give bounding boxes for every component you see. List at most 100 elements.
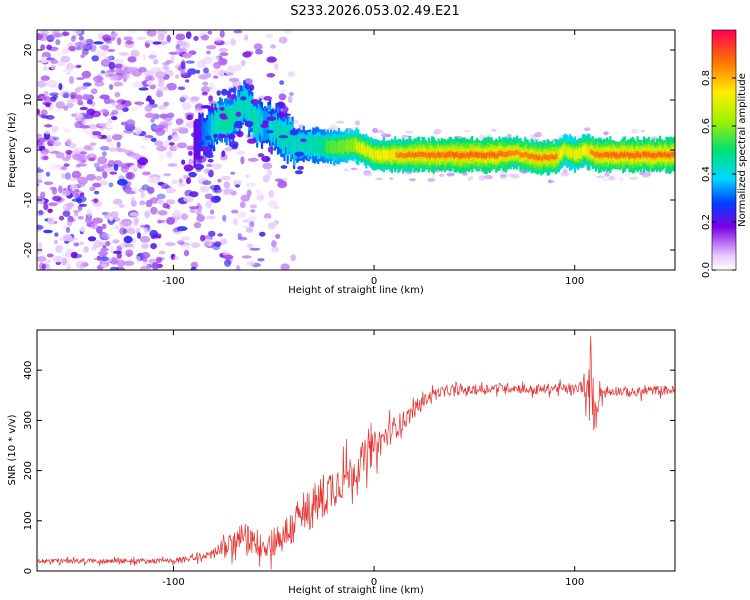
spectrogram-cell <box>172 134 180 142</box>
spectrogram-ridge-cell <box>395 152 398 158</box>
spectrogram-cell <box>112 217 121 222</box>
spectrogram-ridge-cell <box>630 152 633 158</box>
spectrogram-ridge-cell <box>482 153 485 158</box>
spectrogram-ridge-cell <box>299 135 302 155</box>
spectrogram-cell <box>143 181 150 186</box>
spectrogram-cell <box>439 173 444 177</box>
spectrogram-cell <box>37 198 45 204</box>
spectrogram-ridge-cell <box>618 153 622 159</box>
snr-ytick-label: 200 <box>23 461 34 480</box>
spectrogram-cell <box>216 189 221 194</box>
spectrogram-ridge-cell <box>421 152 424 158</box>
spectrogram-ridge-cell <box>458 153 461 159</box>
spectrogram-ridge-cell <box>463 152 466 158</box>
spectrogram-cell <box>153 59 159 65</box>
spectrogram-cell <box>289 92 294 96</box>
spectrogram-cell <box>135 255 141 263</box>
spectrogram-ridge-cell <box>384 150 387 160</box>
spectrogram-cell <box>244 120 254 128</box>
spectrogram-cell <box>139 200 146 206</box>
spectrogram-ridge-cell <box>342 140 345 155</box>
spectrogram-cell <box>91 135 102 139</box>
spectrogram-ridge-cell <box>453 153 456 159</box>
spectrogram-ridge-cell <box>665 152 668 158</box>
spectrogram-ridge-cell <box>654 153 657 159</box>
spectrogram-cell <box>163 101 170 107</box>
spectrogram-cell <box>156 30 168 36</box>
spectrogram-cell <box>631 128 640 134</box>
spectrogram-ridge-cell <box>294 137 297 155</box>
spectrogram-cell <box>234 124 243 129</box>
spectrogram-cell <box>74 121 83 129</box>
spectrogram-cell <box>265 158 270 162</box>
spectrogram-cell <box>76 86 88 90</box>
spectrogram-cell <box>550 180 555 183</box>
spectrogram-cell <box>168 142 175 146</box>
spectrogram-cell <box>150 137 157 142</box>
spectrogram-cell <box>116 252 122 259</box>
spectrogram-cell <box>186 176 192 184</box>
spectrogram-cell <box>232 217 239 226</box>
spectrogram-cell <box>350 167 358 170</box>
spectrogram-cell <box>176 226 188 232</box>
spectrogram-ridge-cell <box>291 126 294 150</box>
spectrogram-cell <box>241 255 252 259</box>
spectrogram-ridge-cell <box>378 150 381 160</box>
spectrogram-ridge-cell <box>398 152 402 158</box>
spectrogram-cell <box>197 139 205 146</box>
spectrogram-cell <box>72 193 80 198</box>
spectrogram-cell <box>246 138 257 144</box>
spectrogram-cell <box>162 65 170 70</box>
spectrogram-cell <box>64 172 71 180</box>
spectrogram-cell <box>76 77 85 81</box>
spectrogram-ridge-cell <box>301 135 304 156</box>
spectrogram-cell <box>75 164 81 168</box>
spectrogram-cell <box>157 104 168 110</box>
spectrogram-cell <box>169 145 177 152</box>
spectrogram-cell <box>86 38 94 46</box>
spectrogram-cell <box>323 165 332 168</box>
spectrogram-ridge-cell <box>564 145 567 154</box>
spectrogram-cell <box>329 124 338 129</box>
spectrogram-cell <box>212 195 221 202</box>
spectrogram-cell <box>55 152 65 159</box>
spectrogram-ridge-cell <box>310 136 313 154</box>
spectrogram-cell <box>167 163 178 167</box>
spectrogram-cell <box>76 43 86 50</box>
spectrogram-cell <box>247 157 259 162</box>
spectrogram-cell <box>224 147 233 151</box>
spectrogram-ridge-cell <box>329 140 333 153</box>
spectrogram-cell <box>330 127 338 130</box>
spectrogram-ridge-cell <box>506 151 509 158</box>
spectrogram-ridge-cell <box>642 152 646 157</box>
spectrogram-cell <box>246 215 257 222</box>
spectrogram-ridge-cell <box>495 152 498 159</box>
spectrogram-ridge-cell <box>400 152 403 158</box>
spectrogram-cell <box>77 216 84 220</box>
spectrogram-cell <box>49 146 54 153</box>
spectrogram-cell <box>159 86 169 91</box>
spectrogram-ridge-cell <box>455 151 458 158</box>
spectrogram-cell <box>67 62 73 71</box>
spectrogram-cell <box>467 178 472 181</box>
spectrogram-cell <box>115 104 125 110</box>
snr-frame <box>36 329 676 572</box>
spectrogram-cell <box>76 64 82 68</box>
spectrogram-ridge-cell <box>288 124 291 147</box>
spectrogram-cell <box>265 34 273 39</box>
spectrogram-ridge-cell <box>331 138 334 154</box>
spectrogram-cell <box>235 111 242 117</box>
spectrogram-ridge-cell <box>312 136 315 155</box>
spectrogram-cell <box>82 94 90 100</box>
spectrogram-cell <box>62 204 67 210</box>
spectrogram-ridge-cell <box>293 135 296 161</box>
spectrogram-cell <box>262 162 273 170</box>
spectrogram-ridge-cell <box>466 152 469 158</box>
spectrogram-cell <box>145 39 155 44</box>
spectrogram-ridge-cell <box>593 151 596 157</box>
colorbar-tick-label: 0.2 <box>701 214 712 230</box>
spectrogram-ridge-cell <box>496 152 500 159</box>
spectrogram-ridge-cell <box>536 155 540 161</box>
spectrogram-ridge-cell <box>668 153 671 159</box>
